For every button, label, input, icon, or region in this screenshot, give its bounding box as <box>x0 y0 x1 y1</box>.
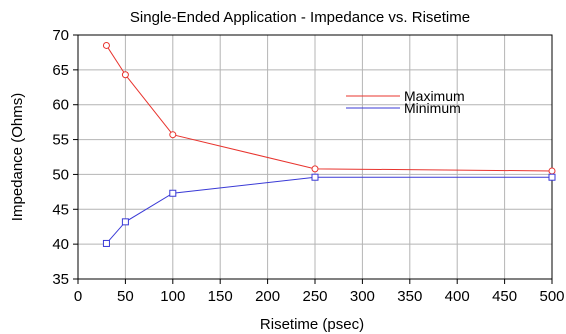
x-tick-label: 450 <box>492 288 517 305</box>
x-tick-label: 0 <box>74 288 82 305</box>
x-tick-label: 200 <box>255 288 280 305</box>
data-point-maximum <box>169 131 177 139</box>
data-point-maximum <box>102 41 110 49</box>
data-point-maximum <box>311 165 319 173</box>
y-tick-label: 35 <box>52 271 69 288</box>
x-tick-label: 500 <box>539 288 564 305</box>
x-axis-title: Risetime (psec) <box>260 316 364 333</box>
y-tick-label: 55 <box>52 132 69 149</box>
y-tick-label: 45 <box>52 201 69 218</box>
data-point-minimum <box>311 173 319 181</box>
chart-title: Single-Ended Application - Impedance vs.… <box>130 9 470 26</box>
x-axis: 0 50 100 150 200 250 300 350 400 450 500 <box>74 279 565 305</box>
grid-lines <box>78 35 552 279</box>
series-minimum <box>102 173 556 247</box>
x-tick-label: 50 <box>117 288 134 305</box>
series-maximum <box>102 41 556 175</box>
x-tick-label: 350 <box>397 288 422 305</box>
y-tick-label: 50 <box>52 166 69 183</box>
series-layer <box>102 41 556 247</box>
x-tick-label: 300 <box>350 288 375 305</box>
y-tick-label: 65 <box>52 62 69 79</box>
data-point-maximum <box>548 167 556 175</box>
data-point-minimum <box>102 239 110 247</box>
data-point-minimum <box>548 173 556 181</box>
y-axis-title: Impedance (Ohms) <box>9 93 26 221</box>
y-axis: 35 40 45 50 55 60 65 70 <box>52 27 78 288</box>
x-tick-label: 150 <box>208 288 233 305</box>
y-tick-label: 70 <box>52 27 69 44</box>
x-tick-label: 100 <box>160 288 185 305</box>
data-point-maximum <box>121 71 129 79</box>
x-tick-label: 250 <box>302 288 327 305</box>
legend-label-maximum: Maximum <box>404 88 465 104</box>
data-point-minimum <box>169 189 177 197</box>
y-tick-label: 40 <box>52 236 69 253</box>
legend-label-minimum: Minimum <box>404 100 461 116</box>
x-tick-label: 400 <box>445 288 470 305</box>
y-tick-label: 60 <box>52 97 69 114</box>
data-point-minimum <box>121 218 129 226</box>
